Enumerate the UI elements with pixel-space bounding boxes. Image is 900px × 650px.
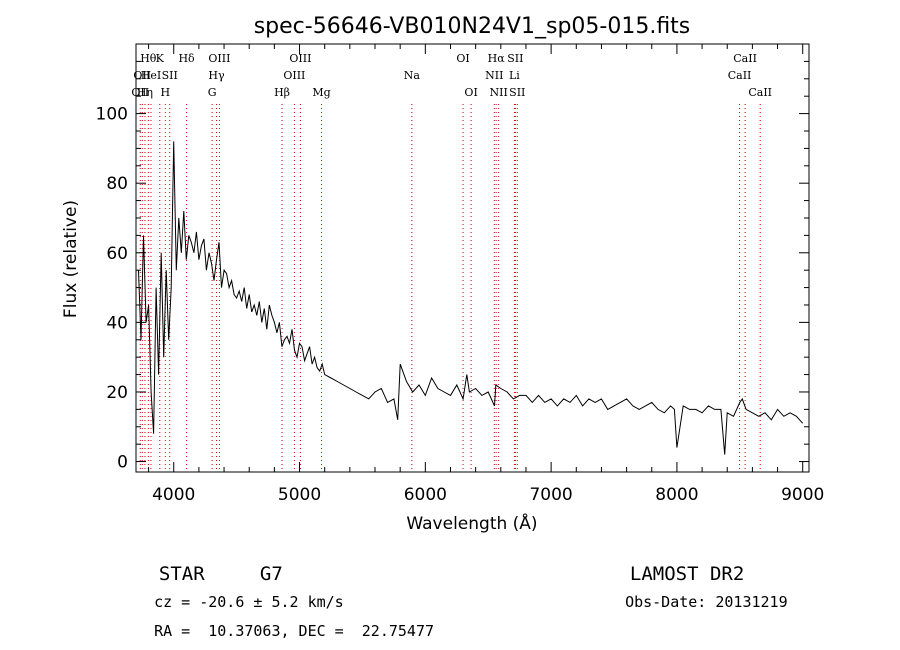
- class-label: STAR: [158, 563, 205, 585]
- x-axis: 4000 5000 6000 7000 8000 9000: [148, 44, 824, 505]
- plot-frame: [135, 43, 810, 473]
- y-tick-label: 20: [106, 383, 128, 403]
- emission-line-label: Li: [509, 69, 520, 82]
- emission-line-label: SII: [162, 69, 178, 82]
- object-subclass: G7: [237, 541, 283, 585]
- emission-line-label: Hθ: [140, 52, 157, 65]
- cz-text: cz = -20.6 ± 5.2 km/s: [154, 593, 344, 611]
- y-axis: 0 20 40 60 80 100: [96, 60, 809, 473]
- emission-line-label: Mg: [312, 86, 330, 99]
- emission-line-label: CaII: [733, 52, 757, 65]
- coordinates-readout: RA = 10.37063, DEC = 22.75477: [136, 604, 434, 640]
- y-tick-label: 0: [117, 453, 128, 473]
- emission-line-label: Na: [404, 69, 421, 82]
- y-tick-label: 80: [106, 174, 128, 194]
- x-tick-label: 5000: [278, 485, 321, 505]
- y-tick-label: 40: [106, 313, 128, 333]
- object-class: STAR: [136, 541, 205, 585]
- emission-line-label: Hγ: [208, 69, 225, 82]
- emission-line-label: Hα: [488, 52, 506, 65]
- survey-name: LAMOST DR2: [629, 563, 745, 585]
- emission-line-label: OIII: [289, 52, 311, 65]
- x-tick-label: 6000: [404, 485, 447, 505]
- emission-line-label: H: [161, 86, 171, 99]
- emission-line-label: SII: [507, 52, 523, 65]
- emission-line-label: OI: [464, 86, 477, 99]
- emission-line-label: K: [156, 52, 165, 65]
- emission-line-label: HeI: [141, 69, 161, 82]
- x-tick-label: 7000: [529, 485, 572, 505]
- survey-label: LAMOST DR2: [607, 541, 744, 585]
- x-axis-label: Wavelength (Å): [406, 512, 537, 534]
- emission-line-label: G: [208, 86, 217, 99]
- coords-text: RA = 10.37063, DEC = 22.75477: [154, 622, 435, 640]
- chart-title: spec-56646-VB010N24V1_sp05-015.fits: [254, 14, 691, 39]
- y-tick-label: 100: [96, 105, 128, 125]
- subclass-label: G7: [259, 563, 283, 585]
- emission-line-label: NII: [490, 86, 508, 99]
- emission-line-label: SII: [509, 86, 525, 99]
- emission-line-labels: OIIOIIHηHθHeIKHSIIHδGHγOIIIHβOIIIOIIIMgN…: [131, 52, 772, 99]
- redshift-readout: cz = -20.6 ± 5.2 km/s: [136, 575, 344, 611]
- emission-line-label: CaII: [748, 86, 772, 99]
- emission-line-label: CaII: [728, 69, 752, 82]
- x-tick-label: 9000: [781, 485, 824, 505]
- emission-line-label: OIII: [283, 69, 305, 82]
- emission-line-label: Hη: [137, 86, 153, 99]
- emission-line-label: Hδ: [178, 52, 195, 65]
- x-tick-label: 8000: [655, 485, 698, 505]
- y-axis-label: Flux (relative): [61, 200, 81, 318]
- x-tick-label: 4000: [152, 485, 195, 505]
- y-tick-label: 60: [106, 244, 128, 264]
- obs-date-readout: Obs-Date: 20131219: [607, 575, 788, 611]
- obs-date-text: Obs-Date: 20131219: [625, 593, 788, 611]
- emission-line-label: NII: [485, 69, 503, 82]
- emission-line-label: OI: [456, 52, 469, 65]
- emission-line-label: Hβ: [274, 86, 290, 99]
- emission-line-label: OIII: [208, 52, 230, 65]
- spectrum-series-line: [138, 141, 804, 455]
